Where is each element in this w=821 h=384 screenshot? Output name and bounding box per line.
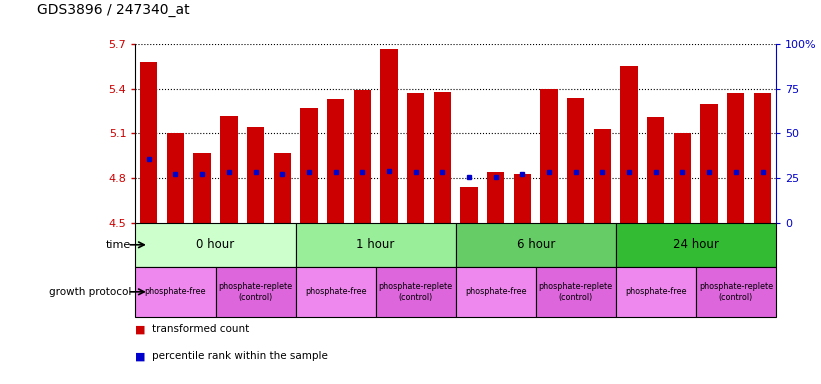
Text: ■: ■ — [135, 351, 146, 361]
Text: GDS3896 / 247340_at: GDS3896 / 247340_at — [37, 3, 190, 17]
Text: phosphate-replete
(control): phosphate-replete (control) — [378, 282, 452, 301]
Bar — [616, 267, 695, 317]
Bar — [247, 127, 264, 223]
Bar — [567, 98, 585, 223]
Bar — [407, 93, 424, 223]
Bar — [700, 104, 718, 223]
Text: phosphate-free: phosphate-free — [144, 287, 206, 296]
Bar — [216, 267, 296, 317]
Text: 24 hour: 24 hour — [673, 238, 718, 251]
Text: 0 hour: 0 hour — [196, 238, 235, 251]
Bar — [376, 267, 456, 317]
Bar — [674, 134, 691, 223]
Bar — [327, 99, 344, 223]
Text: growth protocol: growth protocol — [49, 287, 131, 297]
Bar — [461, 187, 478, 223]
Bar — [135, 223, 296, 267]
Text: phosphate-free: phosphate-free — [625, 287, 686, 296]
Bar — [167, 134, 184, 223]
Text: percentile rank within the sample: percentile rank within the sample — [152, 351, 328, 361]
Text: phosphate-replete
(control): phosphate-replete (control) — [218, 282, 292, 301]
Bar — [727, 93, 745, 223]
Bar — [535, 267, 616, 317]
Bar — [273, 153, 291, 223]
Text: ■: ■ — [135, 324, 146, 334]
Bar — [487, 172, 504, 223]
Text: phosphate-free: phosphate-free — [465, 287, 526, 296]
Bar — [514, 174, 531, 223]
Bar — [594, 129, 611, 223]
Bar — [456, 223, 616, 267]
Text: time: time — [106, 240, 131, 250]
Bar — [296, 223, 456, 267]
Bar — [220, 116, 237, 223]
Bar — [540, 89, 557, 223]
Bar — [140, 62, 158, 223]
Bar — [647, 117, 664, 223]
Bar — [616, 223, 776, 267]
Bar — [456, 267, 535, 317]
Text: transformed count: transformed count — [152, 324, 249, 334]
Text: phosphate-replete
(control): phosphate-replete (control) — [699, 282, 773, 301]
Bar — [433, 92, 451, 223]
Bar — [296, 267, 376, 317]
Bar — [380, 49, 397, 223]
Bar — [621, 66, 638, 223]
Bar — [300, 108, 318, 223]
Bar — [354, 90, 371, 223]
Bar — [754, 93, 771, 223]
Text: phosphate-replete
(control): phosphate-replete (control) — [539, 282, 612, 301]
Text: 6 hour: 6 hour — [516, 238, 555, 251]
Bar — [135, 267, 215, 317]
Bar — [695, 267, 776, 317]
Text: phosphate-free: phosphate-free — [305, 287, 366, 296]
Text: 1 hour: 1 hour — [356, 238, 395, 251]
Bar — [194, 153, 211, 223]
